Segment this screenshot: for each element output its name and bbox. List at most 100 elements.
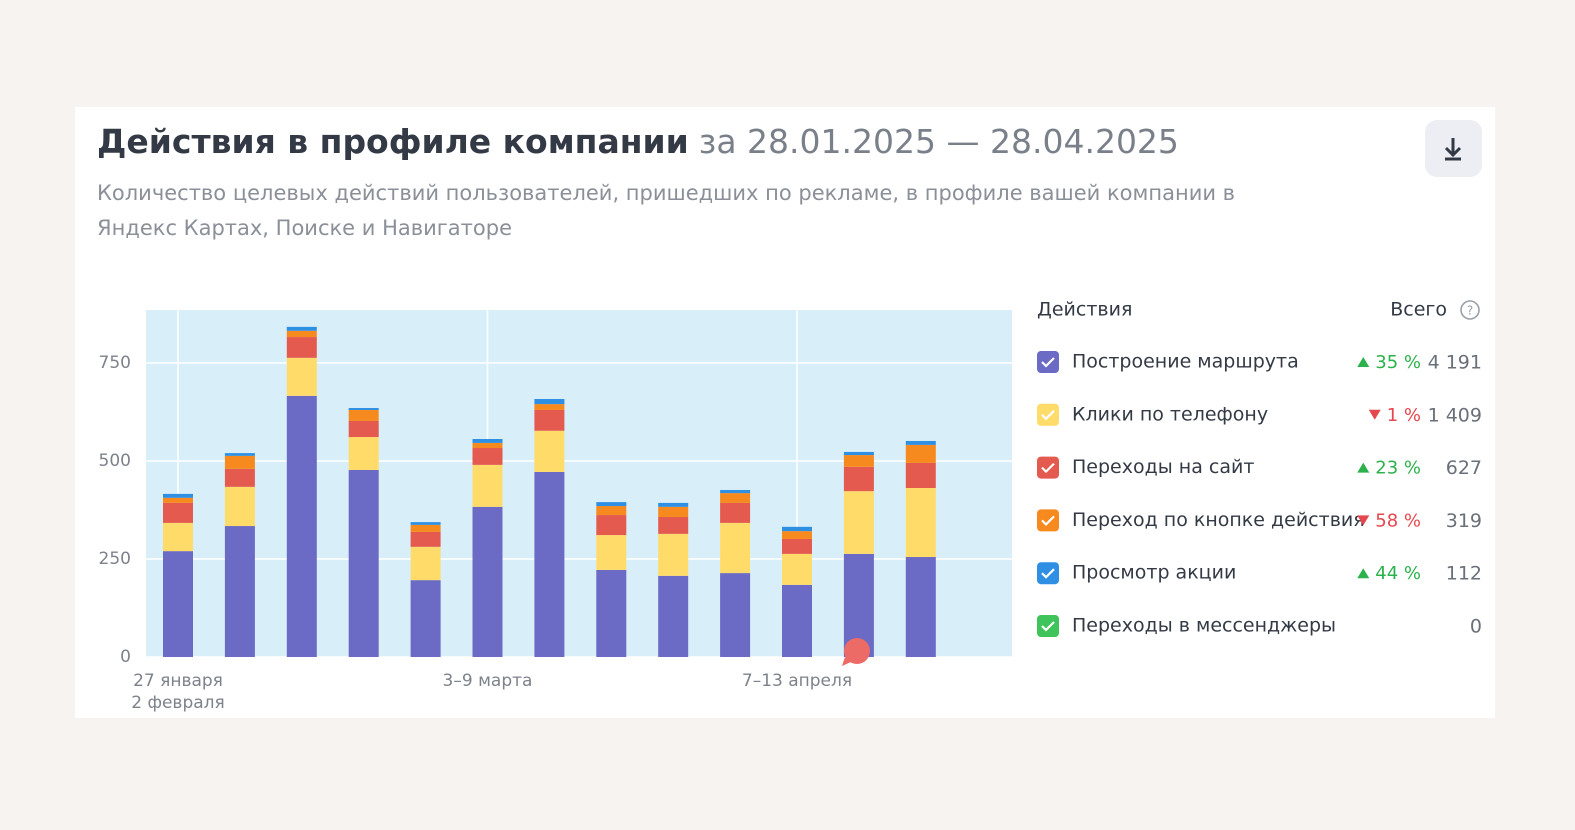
bar-segment bbox=[472, 448, 503, 465]
legend-total-title: Всего bbox=[1390, 299, 1447, 321]
chart-title: Действия в профиле компании bbox=[97, 122, 689, 161]
bar-segment bbox=[843, 455, 874, 467]
legend-total: 1 409 bbox=[1428, 404, 1482, 426]
legend-change: 44 % bbox=[1375, 563, 1421, 584]
legend-label: Переходы в мессенджеры bbox=[1072, 615, 1336, 637]
legend-checkbox[interactable] bbox=[1037, 403, 1059, 426]
legend-label: Переходы на сайт bbox=[1072, 456, 1254, 478]
bar-segment bbox=[782, 526, 812, 532]
legend-change: 58 % bbox=[1375, 510, 1421, 531]
legend-label: Просмотр акции bbox=[1072, 562, 1236, 584]
x-tick-label: 3–9 марта bbox=[443, 671, 533, 691]
bar-segment bbox=[658, 506, 689, 518]
bar-segment bbox=[534, 471, 565, 657]
bar-segment bbox=[534, 409, 565, 431]
bar-segment bbox=[348, 408, 379, 410]
bar-segment bbox=[905, 557, 936, 657]
bar-segment bbox=[720, 489, 751, 494]
bar-segment bbox=[286, 395, 317, 657]
subtitle-box: Количество целевых действий пользователе… bbox=[97, 181, 1236, 240]
bar-segment bbox=[472, 506, 503, 657]
legend-checkbox[interactable] bbox=[1037, 456, 1059, 479]
bar-segment bbox=[163, 493, 193, 498]
bar-segment bbox=[410, 531, 441, 547]
legend-change: 1 % bbox=[1387, 405, 1421, 426]
bar-segment bbox=[843, 491, 874, 554]
bar-segment bbox=[163, 497, 193, 503]
bar-segment bbox=[224, 468, 255, 487]
bar-segment bbox=[348, 437, 379, 470]
legend-label: Переход по кнопке действия bbox=[1072, 509, 1365, 531]
bar-segment bbox=[596, 506, 627, 516]
title: Действия в профиле компании за 28.01.2025… bbox=[97, 122, 1179, 161]
bar-segment bbox=[224, 486, 255, 527]
bar-segment bbox=[596, 535, 627, 570]
bar-segment bbox=[782, 584, 812, 657]
bar-segment bbox=[224, 526, 255, 657]
arrow-down bbox=[1368, 409, 1381, 420]
legend-label: Клики по телефону bbox=[1072, 403, 1268, 425]
bar-segment bbox=[720, 502, 751, 523]
bar-segment bbox=[286, 330, 317, 338]
chart-pin bbox=[842, 638, 870, 666]
check-icon bbox=[1041, 568, 1055, 579]
legend-change: 35 % bbox=[1375, 352, 1421, 373]
bar-segment bbox=[843, 451, 874, 456]
bar-segment bbox=[905, 488, 936, 558]
bar-segment bbox=[658, 517, 689, 534]
check-icon bbox=[1041, 410, 1055, 421]
check-icon bbox=[1041, 515, 1055, 526]
y-tick-label: 0 bbox=[120, 647, 131, 667]
pin-tail bbox=[842, 657, 851, 666]
bar-segment bbox=[286, 357, 317, 396]
bar-segment bbox=[286, 337, 317, 358]
bar-segment bbox=[596, 515, 627, 536]
check-icon bbox=[1041, 357, 1055, 368]
legend-checkbox[interactable] bbox=[1037, 351, 1059, 373]
legend-checkbox[interactable] bbox=[1037, 615, 1059, 637]
bar-segment bbox=[472, 438, 503, 443]
help-icon[interactable]: ? bbox=[1460, 300, 1480, 320]
bar-segment bbox=[224, 455, 255, 469]
subtitle: Количество целевых действий пользователе… bbox=[97, 181, 1236, 240]
bar-segment bbox=[905, 444, 936, 463]
bar-segment bbox=[348, 420, 379, 438]
bar-segment bbox=[720, 522, 751, 574]
bar-segment bbox=[410, 580, 441, 657]
arrow-up bbox=[1357, 357, 1370, 367]
bar-segment bbox=[410, 522, 441, 525]
bar-segment bbox=[782, 553, 812, 585]
period: за 28.01.2025 — 28.04.2025 bbox=[699, 122, 1179, 161]
legend-total: 627 bbox=[1446, 457, 1482, 479]
legend-label: Построение маршрута bbox=[1072, 351, 1299, 373]
bar-segment bbox=[843, 466, 874, 492]
bar-segment bbox=[596, 569, 627, 657]
help-circle[interactable] bbox=[1460, 300, 1480, 320]
bar-segment bbox=[348, 409, 379, 421]
legend-checkbox[interactable] bbox=[1037, 509, 1059, 532]
y-tick-label: 500 bbox=[99, 451, 131, 471]
bar-segment bbox=[163, 502, 193, 523]
x-tick-label: 7–13 апреля bbox=[742, 671, 852, 691]
download-button[interactable] bbox=[1425, 120, 1482, 177]
bar-segment bbox=[534, 430, 565, 472]
bar-segment bbox=[720, 493, 751, 503]
bar-segment bbox=[410, 546, 441, 581]
bar-segment bbox=[782, 531, 812, 539]
legend-change: 23 % bbox=[1375, 458, 1421, 479]
legend-checkbox[interactable] bbox=[1037, 562, 1059, 585]
bar-segment bbox=[286, 326, 317, 331]
arrow-down bbox=[1357, 515, 1370, 526]
bar-segment bbox=[782, 538, 812, 554]
download-icon bbox=[1444, 138, 1462, 161]
y-tick-label: 750 bbox=[99, 353, 131, 373]
legend-title: Действия bbox=[1037, 299, 1132, 321]
bar-segment bbox=[534, 404, 565, 410]
bar-segment bbox=[658, 502, 689, 507]
y-tick-label: 250 bbox=[99, 549, 131, 569]
bar-segment bbox=[163, 522, 193, 552]
bar-segment bbox=[348, 469, 379, 657]
bar-segment bbox=[905, 462, 936, 489]
